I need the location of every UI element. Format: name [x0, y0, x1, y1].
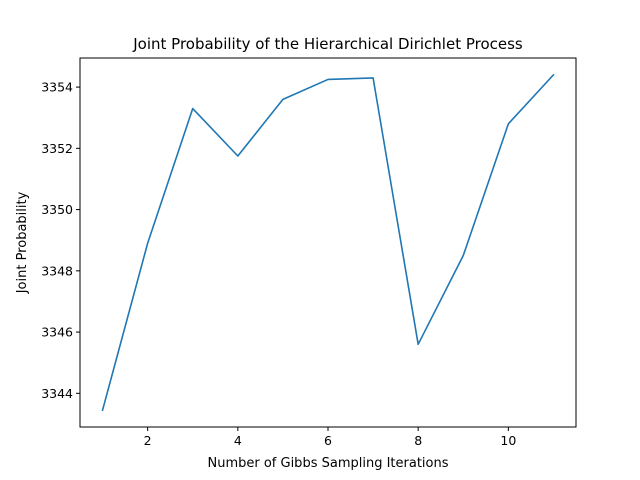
y-tick-label: 3344: [41, 386, 73, 401]
x-tick-label: 2: [144, 433, 152, 448]
x-tick-label: 6: [324, 433, 332, 448]
series-layer: [101, 73, 555, 412]
y-tick-label: 3348: [41, 263, 73, 278]
x-axis-label: Number of Gibbs Sampling Iterations: [207, 456, 448, 471]
y-axis-label: Joint Probability: [15, 191, 30, 294]
x-tick-label: 8: [414, 433, 422, 448]
y-tick-label: 3352: [41, 141, 73, 156]
plot-area: [80, 58, 576, 427]
x-tick-label: 10: [500, 433, 516, 448]
series-line: [101, 73, 555, 412]
chart-title: Joint Probability of the Hierarchical Di…: [132, 35, 523, 53]
y-tick-label: 3350: [41, 202, 73, 217]
x-tick-label: 4: [234, 433, 242, 448]
y-axis-ticks: 3344 3346 3348 3350 3352 3354: [41, 80, 80, 401]
x-axis-ticks: 2 4 6 8 10: [144, 427, 516, 448]
y-tick-label: 3354: [41, 80, 73, 95]
y-tick-label: 3346: [41, 325, 73, 340]
